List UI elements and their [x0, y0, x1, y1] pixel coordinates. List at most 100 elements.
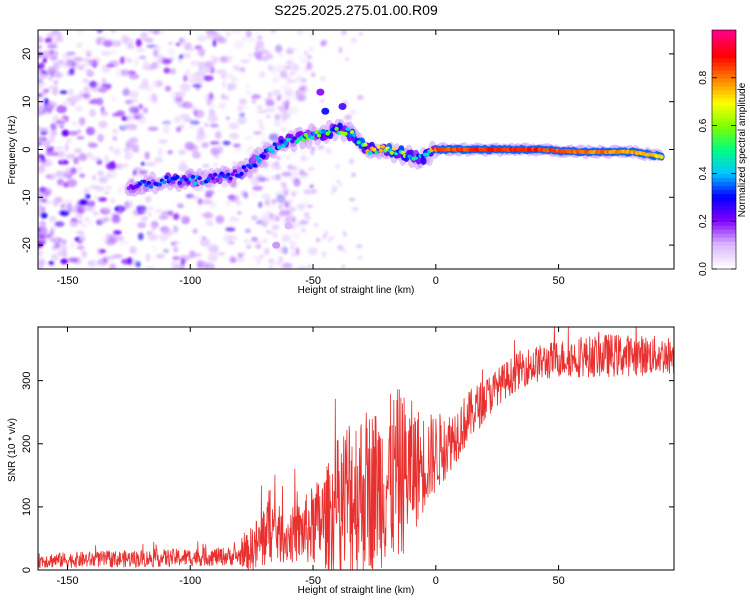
- noise-blob: [309, 184, 315, 189]
- ridge-core: [303, 132, 308, 137]
- noise-blob: [290, 191, 297, 198]
- noise-blob: [137, 84, 149, 90]
- noise-blob: [306, 216, 312, 221]
- spectrogram-y-tick-label: 20: [21, 48, 33, 60]
- noise-blob: [38, 125, 42, 132]
- colorbar-band: [712, 169, 736, 174]
- noise-blob: [184, 141, 195, 151]
- noise-blob: [215, 69, 227, 75]
- spectrogram-y-tick-label: 0: [21, 146, 33, 152]
- noise-blob: [297, 30, 304, 35]
- snr-x-tick-label: 50: [552, 575, 564, 587]
- noise-blob: [65, 153, 76, 160]
- noise-blob: [240, 30, 248, 33]
- noise-blob: [98, 218, 108, 223]
- noise-blob: [109, 145, 114, 152]
- noise-blob: [172, 213, 180, 220]
- noise-blob: [345, 114, 353, 121]
- noise-blob: [149, 206, 154, 211]
- noise-blob: [175, 126, 182, 133]
- noise-blob: [155, 208, 163, 214]
- noise-blob: [235, 258, 246, 262]
- noise-blob: [68, 257, 79, 263]
- noise-blob: [81, 58, 89, 62]
- noise-blob: [335, 164, 341, 169]
- noise-blob: [67, 54, 76, 59]
- noise-blob: [176, 203, 184, 209]
- noise-blob: [75, 42, 83, 48]
- spectrogram-y-tick-label: 10: [21, 96, 33, 108]
- ridge-core: [400, 150, 406, 155]
- noise-blob: [294, 89, 300, 97]
- noise-blob: [93, 195, 101, 200]
- spectrogram-marks: [38, 30, 665, 269]
- noise-blob: [208, 108, 215, 116]
- noise-blob: [106, 63, 115, 68]
- noise-blob: [299, 147, 308, 155]
- noise-blob: [178, 101, 183, 108]
- noise-blob: [70, 62, 80, 70]
- noise-blob: [239, 111, 246, 118]
- noise-blob: [51, 238, 60, 243]
- colorbar-band: [712, 153, 736, 159]
- noise-blob: [169, 67, 177, 75]
- noise-blob: [342, 248, 347, 253]
- noise-blob: [87, 221, 94, 225]
- noise-blob: [49, 56, 58, 61]
- noise-blob: [38, 249, 44, 258]
- noise-blob: [264, 199, 271, 206]
- noise-blob: [272, 75, 280, 84]
- noise-blob: [341, 264, 346, 269]
- noise-blob: [290, 251, 298, 258]
- ridge-core: [334, 126, 339, 131]
- noise-blob: [209, 202, 217, 209]
- noise-blob: [355, 244, 363, 249]
- noise-blob: [113, 230, 122, 236]
- noise-blob: [291, 231, 301, 240]
- noise-blob: [206, 66, 213, 72]
- noise-blob: [284, 262, 293, 269]
- noise-blob: [196, 201, 202, 208]
- noise-blob: [306, 61, 313, 71]
- noise-blob: [135, 47, 146, 53]
- snr-plot: -150 -100 -50 0 50 0 100 200 300 Height of stra…: [7, 326, 675, 596]
- noise-blob: [62, 52, 72, 61]
- noise-blob: [231, 30, 241, 34]
- noise-blob: [147, 233, 159, 242]
- noise-blob: [66, 97, 77, 102]
- noise-blob: [268, 258, 275, 263]
- noise-blob: [179, 113, 190, 119]
- noise-blob: [172, 256, 180, 261]
- noise-blob: [84, 86, 89, 92]
- noise-blob: [271, 224, 280, 231]
- noise-blob: [81, 250, 88, 259]
- noise-blob: [175, 91, 186, 98]
- noise-blob: [281, 126, 287, 133]
- noise-blob: [260, 50, 271, 55]
- noise-blob: [167, 210, 174, 217]
- noise-blob: [145, 195, 152, 203]
- spectrogram-x-tick-label: 0: [433, 275, 439, 287]
- colorbar-band: [712, 201, 736, 206]
- noise-blob: [52, 50, 59, 58]
- noise-blob: [225, 55, 233, 63]
- colorbar-band: [712, 265, 736, 270]
- noise-blob: [170, 261, 178, 268]
- noise-blob: [299, 219, 309, 225]
- noise-blob: [315, 238, 321, 243]
- noise-blob: [140, 161, 146, 166]
- noise-blob: [48, 75, 53, 81]
- noise-blob: [156, 80, 164, 88]
- noise-blob: [254, 46, 259, 51]
- ridge-core: [148, 184, 154, 189]
- colorbar-tick-label: 0.4: [698, 166, 709, 180]
- noise-blob: [276, 94, 282, 100]
- noise-blob: [151, 245, 157, 252]
- noise-blob: [351, 172, 356, 178]
- noise-blob: [220, 93, 226, 100]
- noise-blob: [285, 99, 290, 104]
- noise-blob: [157, 147, 163, 157]
- noise-blob: [135, 205, 147, 211]
- ridge-core: [228, 176, 233, 181]
